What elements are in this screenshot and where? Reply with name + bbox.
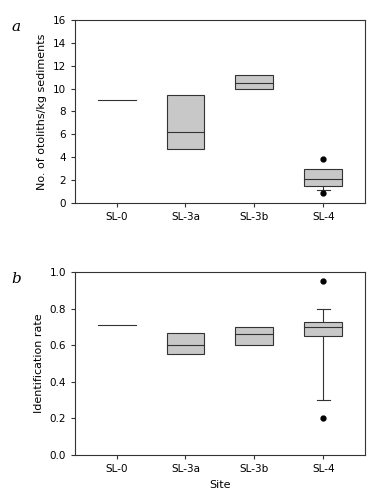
Y-axis label: No. of otoliths/kg sediments: No. of otoliths/kg sediments: [37, 33, 47, 190]
Bar: [305, 168, 342, 186]
Text: a: a: [12, 20, 21, 34]
Y-axis label: Identification rate: Identification rate: [34, 314, 44, 414]
Bar: [235, 75, 273, 88]
Bar: [305, 322, 342, 336]
X-axis label: Site: Site: [209, 480, 231, 490]
Bar: [235, 327, 273, 345]
Bar: [167, 96, 205, 149]
Text: b: b: [12, 272, 21, 286]
Bar: [167, 332, 205, 354]
